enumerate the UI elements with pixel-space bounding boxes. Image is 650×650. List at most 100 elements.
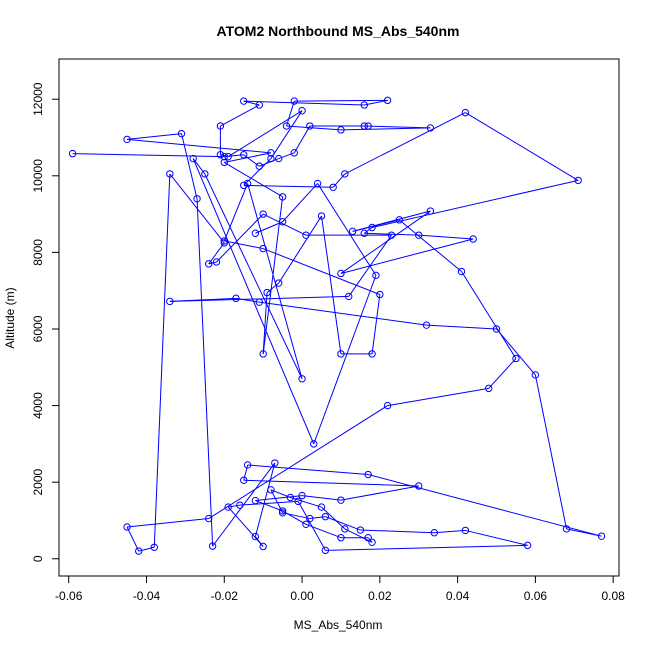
series-line-segment bbox=[360, 529, 435, 534]
series-line-segment bbox=[387, 387, 489, 407]
data-point bbox=[364, 122, 372, 130]
series-line-segment bbox=[371, 179, 579, 228]
data-point bbox=[360, 229, 368, 237]
series-line-segment bbox=[496, 328, 536, 376]
data-point bbox=[469, 235, 477, 243]
data-point bbox=[294, 497, 302, 506]
series-line-segment bbox=[224, 161, 283, 198]
data-point bbox=[341, 525, 349, 533]
series-line-segment bbox=[255, 495, 303, 502]
data-point bbox=[177, 129, 186, 138]
series-line-segment bbox=[181, 133, 198, 199]
data-point bbox=[574, 176, 582, 185]
series-line-segment bbox=[270, 110, 303, 159]
series-line-segment bbox=[220, 104, 260, 127]
series-line-segment bbox=[321, 506, 346, 530]
data-point bbox=[220, 152, 228, 161]
series-line-segment bbox=[293, 125, 311, 154]
series-line-segment bbox=[254, 536, 264, 547]
series-line-segment bbox=[364, 125, 431, 129]
data-point bbox=[290, 149, 298, 157]
data-point bbox=[329, 183, 337, 191]
data-point bbox=[368, 223, 376, 232]
series-line-segment bbox=[488, 358, 517, 389]
data-point bbox=[531, 371, 540, 379]
y-tick-label: 10000 bbox=[31, 159, 45, 193]
data-point bbox=[337, 534, 345, 542]
x-axis: -0.06 -0.04 -0.02 0.00 0.02 0.04 0.06 0.08 bbox=[55, 575, 625, 603]
data-point bbox=[251, 229, 260, 237]
series-line-segment bbox=[368, 474, 602, 537]
x-axis-label: MS_Abs_540nm bbox=[294, 618, 383, 632]
series-line-segment bbox=[127, 133, 182, 140]
data-point bbox=[345, 292, 353, 301]
series-line-segment bbox=[228, 504, 240, 508]
series-line-segment bbox=[212, 462, 276, 547]
data-point bbox=[201, 170, 209, 178]
data-series bbox=[68, 96, 606, 555]
y-tick-label: 4000 bbox=[31, 392, 45, 419]
data-point bbox=[376, 290, 384, 299]
data-point bbox=[457, 267, 466, 276]
series-line-segment bbox=[286, 125, 341, 131]
x-tick-label: 0.02 bbox=[368, 589, 392, 603]
series-line-segment bbox=[255, 221, 283, 234]
series-line-segment bbox=[227, 506, 264, 547]
data-point bbox=[426, 207, 435, 215]
series-line-segment bbox=[126, 526, 140, 552]
data-point bbox=[348, 227, 357, 236]
data-point bbox=[255, 162, 263, 170]
data-point bbox=[310, 440, 318, 448]
data-point bbox=[216, 151, 225, 159]
data-point bbox=[216, 122, 225, 130]
series-line-segment bbox=[278, 152, 295, 160]
series-line-segment bbox=[196, 198, 214, 547]
series-line-segment bbox=[434, 529, 466, 534]
data-point bbox=[364, 470, 372, 479]
series-line-segment bbox=[286, 100, 295, 127]
series-line-segment bbox=[317, 183, 377, 276]
data-point bbox=[415, 231, 423, 239]
data-point bbox=[387, 231, 396, 239]
y-tick-label: 0 bbox=[31, 555, 45, 562]
data-point bbox=[360, 122, 368, 130]
data-point bbox=[298, 107, 306, 115]
series-line-segment bbox=[243, 100, 365, 106]
data-point bbox=[360, 101, 368, 109]
series-line-segment bbox=[72, 153, 225, 158]
data-point bbox=[278, 509, 287, 517]
data-point bbox=[205, 260, 213, 268]
series-line-segment bbox=[243, 100, 260, 106]
data-point bbox=[278, 218, 287, 226]
data-point bbox=[267, 149, 275, 157]
series-line-segment bbox=[321, 215, 342, 354]
data-point bbox=[123, 135, 131, 144]
data-point bbox=[205, 514, 213, 523]
data-point bbox=[251, 532, 260, 541]
series-line-segment bbox=[259, 301, 427, 326]
data-point bbox=[512, 354, 520, 363]
data-point bbox=[306, 122, 314, 130]
plot-frame bbox=[58, 58, 620, 577]
data-point bbox=[259, 542, 267, 551]
series-line-segment bbox=[208, 261, 217, 265]
series-line-segment bbox=[169, 297, 236, 302]
data-point bbox=[492, 325, 501, 333]
series-line-segment bbox=[127, 138, 271, 154]
data-point bbox=[243, 179, 252, 188]
data-point bbox=[317, 212, 326, 220]
series-line-segment bbox=[262, 248, 381, 295]
series-line-segment bbox=[278, 215, 322, 284]
y-axis-label: Altitude (m) bbox=[3, 287, 17, 348]
data-point bbox=[275, 154, 283, 163]
series-line-segment bbox=[266, 282, 280, 293]
data-point bbox=[337, 496, 345, 504]
data-point bbox=[259, 244, 267, 253]
series-line-segment bbox=[243, 479, 419, 487]
data-point bbox=[224, 503, 232, 511]
x-tick-label: 0.08 bbox=[601, 589, 625, 603]
data-point bbox=[383, 96, 392, 105]
series-line-segment bbox=[282, 512, 310, 520]
series-line-segment bbox=[127, 518, 209, 528]
data-point bbox=[298, 491, 306, 500]
